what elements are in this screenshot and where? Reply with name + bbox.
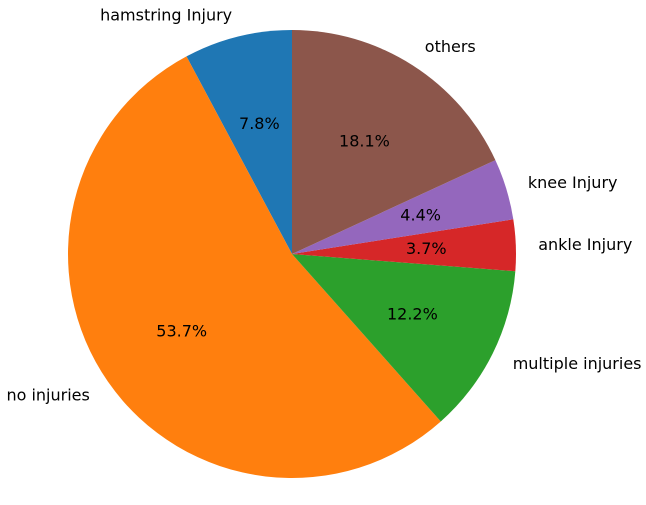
slice-label-no-injuries: no injuries bbox=[6, 385, 89, 404]
pct-label-others: 18.1% bbox=[339, 131, 390, 150]
pie-slice-ankle-injury bbox=[292, 219, 516, 272]
pct-label-no-injuries: 53.7% bbox=[156, 321, 207, 340]
pie-slices bbox=[68, 30, 516, 478]
pie-labels: 7.8% hamstring Injury 53.7% no injuries 12.2… bbox=[6, 5, 641, 404]
pie-slice-knee-injury bbox=[292, 160, 514, 254]
pie-slice-others bbox=[292, 30, 496, 254]
slice-label-others: others bbox=[425, 37, 476, 56]
slice-label-hamstring-injury: hamstring Injury bbox=[100, 5, 232, 24]
slice-label-multiple-injuries: multiple injuries bbox=[513, 354, 642, 373]
pie-slice-multiple-injuries bbox=[292, 254, 516, 422]
slice-label-ankle-injury: ankle Injury bbox=[538, 235, 632, 254]
pie-slice-no-injuries bbox=[68, 56, 441, 478]
pie-slice-hamstring-injury bbox=[186, 30, 292, 254]
pct-label-hamstring-injury: 7.8% bbox=[239, 114, 280, 133]
pct-label-knee-injury: 4.4% bbox=[400, 206, 441, 225]
pct-label-multiple-injuries: 12.2% bbox=[387, 304, 438, 323]
slice-label-knee-injury: knee Injury bbox=[528, 173, 618, 192]
pct-label-ankle-injury: 3.7% bbox=[406, 239, 447, 258]
